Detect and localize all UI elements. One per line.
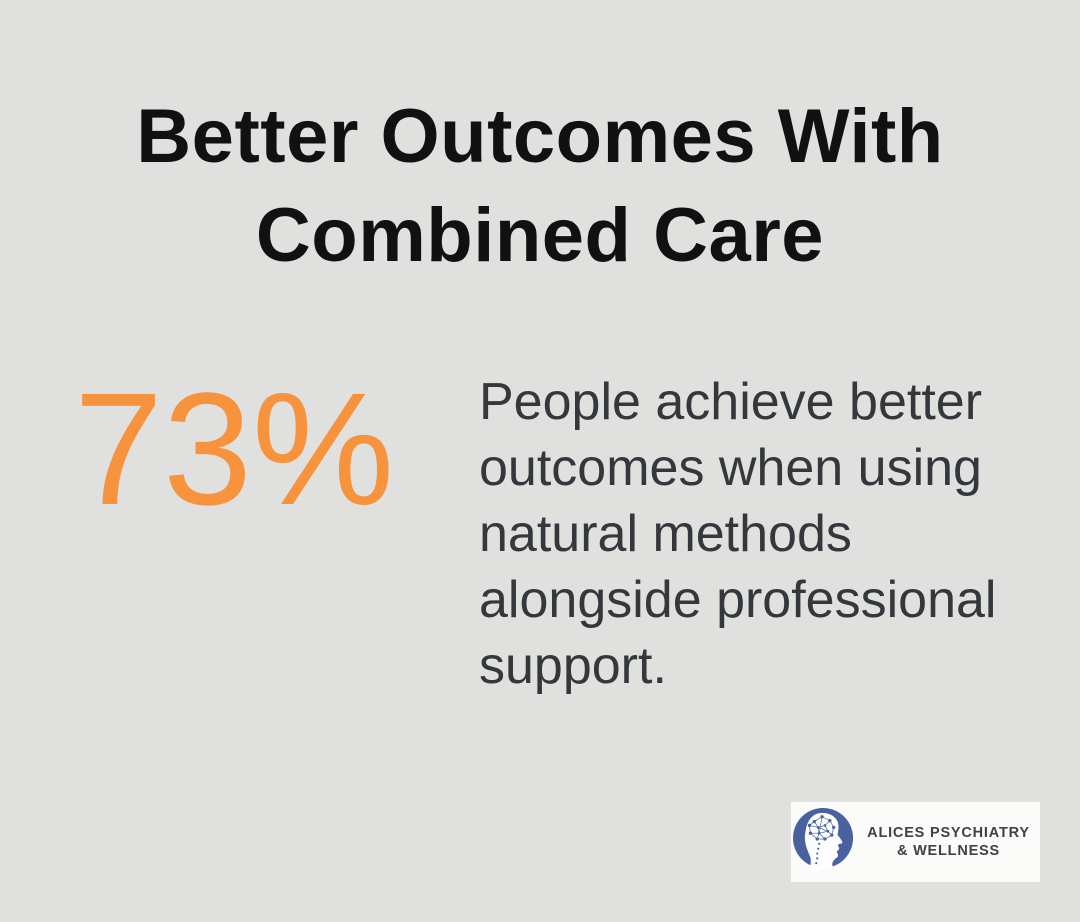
brain-head-profile-icon bbox=[793, 808, 854, 870]
page-title-line-2: Combined Care bbox=[255, 193, 825, 278]
stat-percentage: 73% bbox=[74, 359, 395, 538]
brain-network bbox=[807, 815, 836, 865]
stat-description-line: People achieve better bbox=[479, 373, 983, 431]
stat-description-line: natural methods bbox=[479, 505, 852, 563]
stat-description-line: outcomes when using bbox=[479, 439, 982, 497]
page-title-line-1: Better Outcomes With bbox=[136, 94, 944, 179]
stat-description-line: support. bbox=[479, 637, 667, 695]
brand-name-line-2: & WELLNESS bbox=[896, 843, 1001, 859]
brand-name: ALICES PSYCHIATRY & WELLNESS bbox=[861, 824, 1036, 860]
brand-name-line-1: ALICES PSYCHIATRY bbox=[867, 825, 1030, 841]
page-title: Better Outcomes With Combined Care bbox=[0, 87, 1080, 285]
stat-description-line: alongside professional bbox=[479, 571, 997, 629]
stat-description: People achieve better outcomes when usin… bbox=[479, 369, 996, 699]
brand-logo: ALICES PSYCHIATRY & WELLNESS bbox=[791, 802, 1040, 882]
